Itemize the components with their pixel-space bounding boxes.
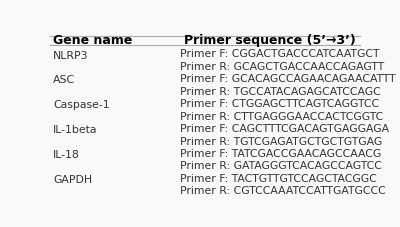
Text: ASC: ASC — [53, 75, 75, 85]
Text: Primer F: CTGGAGCTTCAGTCAGGTCC: Primer F: CTGGAGCTTCAGTCAGGTCC — [180, 99, 379, 109]
Text: Primer F: CGGACTGACCCATCAATGCT: Primer F: CGGACTGACCCATCAATGCT — [180, 49, 380, 59]
Text: Primer R: GCAGCTGACCAACCAGAGTT: Primer R: GCAGCTGACCAACCAGAGTT — [180, 62, 384, 72]
Text: GAPDH: GAPDH — [53, 174, 92, 184]
Text: Primer F: CAGCTTTCGACAGTGAGGAGA: Primer F: CAGCTTTCGACAGTGAGGAGA — [180, 123, 389, 133]
Text: IL-1beta: IL-1beta — [53, 125, 98, 135]
Text: NLRP3: NLRP3 — [53, 50, 89, 60]
Text: Primer sequence (5’→3’): Primer sequence (5’→3’) — [184, 33, 356, 46]
Text: Primer F: GCACAGCCAGAACAGAACATTT: Primer F: GCACAGCCAGAACAGAACATTT — [180, 74, 396, 84]
Text: Primer R: TGTCGAGATGCTGCTGTGAG: Primer R: TGTCGAGATGCTGCTGTGAG — [180, 136, 382, 146]
Text: Primer R: CTTGAGGGAACCACTCGGTC: Primer R: CTTGAGGGAACCACTCGGTC — [180, 111, 384, 121]
Text: Primer R: TGCCATACAGAGCATCCAGC: Primer R: TGCCATACAGAGCATCCAGC — [180, 86, 381, 96]
Text: Primer F: TACTGTTGTCCAGCTACGGC: Primer F: TACTGTTGTCCAGCTACGGC — [180, 173, 377, 183]
Text: Gene name: Gene name — [53, 33, 132, 46]
Text: Primer R: GATAGGGTCACAGCCAGTCC: Primer R: GATAGGGTCACAGCCAGTCC — [180, 161, 382, 171]
Text: Primer F: TATCGACCGAACAGCCAACG: Primer F: TATCGACCGAACAGCCAACG — [180, 148, 382, 158]
Text: Primer R: CGTCCAAATCCATTGATGCCC: Primer R: CGTCCAAATCCATTGATGCCC — [180, 186, 386, 195]
Text: Caspase-1: Caspase-1 — [53, 100, 110, 110]
Text: IL-18: IL-18 — [53, 150, 80, 160]
